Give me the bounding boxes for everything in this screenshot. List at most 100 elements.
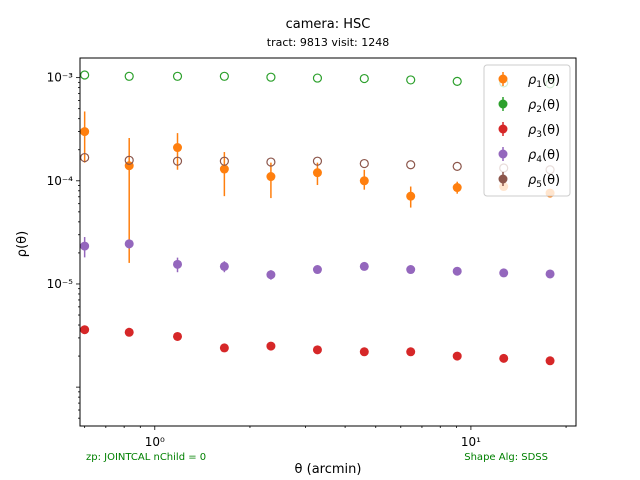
legend-label-sub: 1	[536, 80, 542, 90]
data-point	[80, 241, 90, 251]
data-point	[499, 353, 509, 363]
chart-title: camera: HSC	[286, 17, 371, 32]
data-point	[173, 331, 183, 341]
data-point	[312, 345, 322, 355]
legend-label-sub: 3	[536, 130, 542, 140]
data-point	[219, 343, 229, 353]
legend-label-base: ρ	[528, 98, 537, 113]
data-point	[80, 152, 90, 163]
data-point	[219, 261, 229, 271]
data-point	[406, 160, 416, 170]
data-point	[359, 73, 369, 84]
data-point	[406, 265, 416, 275]
legend-label: ρ1(θ)	[528, 73, 560, 90]
legend-entry: ρ4(θ)	[498, 147, 560, 165]
data-point	[80, 70, 90, 80]
data-point	[545, 269, 555, 279]
y-tick-label: 10⁻⁵	[47, 277, 74, 291]
data-point	[266, 341, 276, 351]
x-tick-label: 10⁰	[145, 435, 165, 449]
legend-label-suffix: (θ)	[542, 148, 560, 163]
data-point	[312, 265, 322, 275]
data-point	[452, 183, 462, 193]
legend-label-sub: 2	[536, 105, 542, 115]
legend-label-base: ρ	[528, 123, 537, 138]
data-point	[219, 156, 229, 166]
data-point	[312, 73, 323, 83]
legend-marker	[498, 99, 508, 109]
chart-subtitle: tract: 9813 visit: 1248	[267, 36, 390, 49]
legend-entry: ρ1(θ)	[498, 72, 560, 90]
data-point	[312, 156, 323, 166]
data-point	[406, 191, 416, 201]
data-point	[80, 325, 90, 335]
data-point	[172, 71, 183, 81]
legend-label-suffix: (θ)	[542, 123, 560, 138]
legend-marker	[498, 74, 508, 84]
legend-entry: ρ5(θ)	[498, 172, 560, 190]
series-1	[80, 111, 555, 263]
data-point	[545, 356, 555, 366]
legend-label-suffix: (θ)	[542, 173, 560, 188]
legend-label-base: ρ	[528, 173, 537, 188]
data-point	[452, 161, 462, 171]
legend-entry: ρ3(θ)	[498, 122, 560, 140]
legend-label: ρ5(θ)	[528, 173, 560, 190]
data-point	[172, 156, 183, 166]
legend-label: ρ2(θ)	[528, 98, 560, 115]
data-point	[266, 72, 276, 82]
data-point	[219, 71, 229, 81]
y-tick-label: 10⁻³	[47, 71, 74, 85]
data-point	[80, 127, 90, 137]
legend-marker	[498, 149, 508, 159]
legend-frame	[483, 64, 571, 197]
data-point	[359, 347, 369, 357]
legend-marker	[498, 124, 508, 134]
data-point	[359, 158, 369, 169]
legend-label-sub: 4	[536, 155, 542, 165]
legend-label-suffix: (θ)	[542, 73, 560, 88]
legend-label: ρ3(θ)	[528, 123, 560, 140]
data-point	[312, 168, 322, 178]
legend-label-suffix: (θ)	[542, 98, 560, 113]
axes-frame	[79, 57, 577, 427]
series-3	[80, 325, 555, 366]
y-tick-label: 10⁻⁴	[47, 174, 74, 188]
data-point	[359, 261, 369, 271]
data-point	[266, 157, 276, 167]
plot-area	[80, 70, 555, 366]
legend-marker	[498, 174, 508, 184]
x-tick-label: 10¹	[461, 435, 481, 449]
data-point	[124, 327, 134, 337]
data-point	[452, 351, 462, 361]
series-2	[80, 70, 555, 89]
data-point	[173, 143, 183, 153]
x-axis-label: θ (arcmin)	[295, 462, 362, 477]
data-point	[124, 155, 134, 165]
data-point	[406, 75, 416, 85]
legend: ρ1(θ)ρ2(θ)ρ3(θ)ρ4(θ)ρ5(θ)	[483, 64, 571, 197]
data-point	[124, 71, 134, 81]
data-point	[499, 268, 509, 278]
axes: 10⁰ 10¹ 10⁻⁵ 10⁻⁴ 10⁻³	[47, 57, 577, 449]
data-point	[266, 270, 276, 280]
annotation-shape-alg: Shape Alg: SDSS	[464, 452, 548, 463]
data-point	[173, 259, 183, 269]
y-axis-label: ρ(θ)	[15, 231, 30, 257]
data-point	[452, 76, 462, 86]
data-point	[266, 172, 276, 182]
legend-label-sub: 5	[536, 180, 542, 190]
legend-label: ρ4(θ)	[528, 148, 560, 165]
data-point	[406, 347, 416, 357]
legend-label-base: ρ	[528, 148, 537, 163]
data-point	[452, 266, 462, 276]
series-5	[80, 152, 555, 175]
legend-label-base: ρ	[528, 73, 537, 88]
data-point	[124, 239, 134, 249]
data-point	[359, 176, 369, 186]
legend-entry: ρ2(θ)	[498, 97, 560, 115]
data-point	[219, 164, 229, 174]
annotation-zp: zp: JOINTCAL nChild = 0	[86, 452, 206, 463]
series-4	[80, 237, 555, 280]
